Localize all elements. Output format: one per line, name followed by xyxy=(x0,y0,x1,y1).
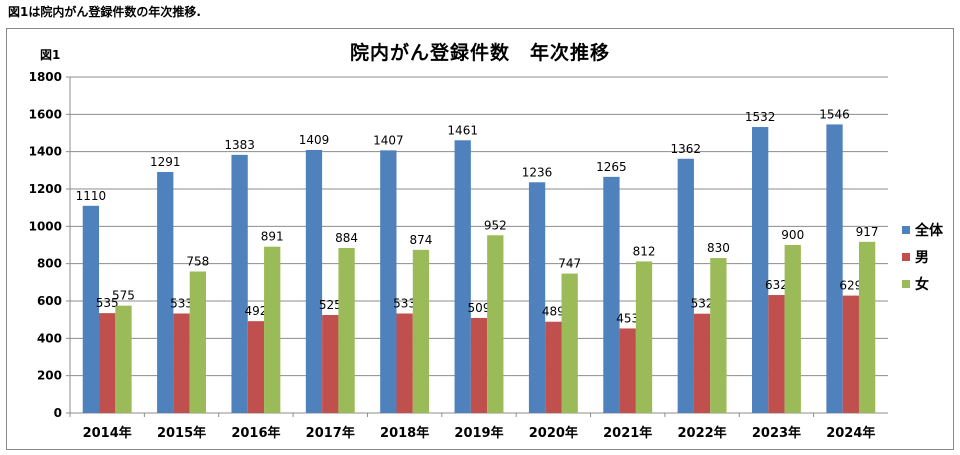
data-label: 1409 xyxy=(299,133,330,147)
data-label: 1110 xyxy=(76,189,107,203)
data-label: 1546 xyxy=(819,107,850,121)
bar-女 xyxy=(858,241,876,413)
y-tick-label: 1400 xyxy=(29,145,62,159)
bar-男 xyxy=(619,328,636,413)
x-tick-label: 2015年 xyxy=(157,425,206,441)
bar-女 xyxy=(115,305,132,413)
data-label: 533 xyxy=(393,297,416,311)
x-tick-label: 2022年 xyxy=(677,425,726,441)
y-tick-label: 1600 xyxy=(29,107,62,121)
bar-男 xyxy=(396,313,413,413)
data-label: 952 xyxy=(484,218,507,232)
bar-男 xyxy=(322,315,339,413)
bar-女 xyxy=(412,249,430,413)
x-tick-label: 2018年 xyxy=(380,425,429,441)
y-tick-label: 200 xyxy=(37,369,62,383)
bar-全体 xyxy=(454,140,471,413)
legend-swatch-女 xyxy=(902,280,910,288)
data-label: 1362 xyxy=(671,142,702,156)
y-tick-label: 1000 xyxy=(29,219,62,233)
data-label: 632 xyxy=(765,278,788,292)
data-label: 525 xyxy=(319,298,342,312)
data-label: 533 xyxy=(170,297,193,311)
bar-男 xyxy=(470,317,488,413)
bar-男 xyxy=(768,295,785,413)
bar-女 xyxy=(487,235,504,413)
bar-男 xyxy=(693,313,711,413)
data-label: 1291 xyxy=(150,155,181,169)
data-label: 532 xyxy=(691,297,714,311)
figure-caption: 図1は院内がん登録件数の年次推移. xyxy=(8,5,201,19)
legend-swatch-男 xyxy=(902,253,910,261)
bar-全体 xyxy=(677,158,694,413)
data-label: 891 xyxy=(261,230,284,244)
data-label: 917 xyxy=(856,225,879,239)
data-label: 884 xyxy=(335,231,358,245)
legend-swatch-全体 xyxy=(902,226,910,234)
bar-全体 xyxy=(305,149,323,413)
y-tick-label: 400 xyxy=(37,331,62,345)
x-tick-label: 2023年 xyxy=(752,425,801,441)
bar-全体 xyxy=(157,172,174,413)
x-tick-label: 2020年 xyxy=(529,425,578,441)
data-label: 1265 xyxy=(596,160,627,174)
x-tick-label: 2021年 xyxy=(603,425,652,441)
bar-女 xyxy=(264,246,281,413)
x-tick-label: 2016年 xyxy=(231,425,280,441)
data-label: 1461 xyxy=(447,123,478,137)
y-tick-label: 600 xyxy=(37,294,62,308)
bar-男 xyxy=(842,295,859,413)
y-tick-label: 1200 xyxy=(29,182,62,196)
legend-label: 全体 xyxy=(914,222,944,239)
bar-女 xyxy=(635,261,653,413)
data-label: 1236 xyxy=(522,165,553,179)
data-label: 535 xyxy=(96,296,119,310)
bar-全体 xyxy=(603,176,620,413)
bar-男 xyxy=(247,321,265,413)
bar-女 xyxy=(784,245,801,413)
legend-label: 男 xyxy=(915,250,929,266)
x-tick-label: 2014年 xyxy=(83,425,132,441)
data-label: 758 xyxy=(186,255,209,269)
x-tick-label: 2019年 xyxy=(454,425,503,441)
data-label: 900 xyxy=(781,228,804,242)
data-label: 629 xyxy=(839,279,862,293)
data-label: 874 xyxy=(409,233,432,247)
y-tick-label: 800 xyxy=(37,257,62,271)
bar-女 xyxy=(338,247,355,413)
bar-男 xyxy=(173,313,190,413)
data-label: 453 xyxy=(616,311,639,325)
data-label: 575 xyxy=(112,289,135,303)
y-tick-label: 0 xyxy=(54,406,62,420)
x-tick-label: 2024年 xyxy=(826,425,875,441)
bar-全体 xyxy=(528,182,546,413)
chart-title: 院内がん登録件数 年次推移 xyxy=(349,42,610,64)
data-label: 812 xyxy=(633,244,656,258)
data-label: 747 xyxy=(558,257,581,271)
data-label: 1407 xyxy=(373,133,404,147)
data-label: 1383 xyxy=(224,138,255,152)
data-label: 492 xyxy=(244,304,267,318)
bar-全体 xyxy=(380,150,397,414)
bar-全体 xyxy=(826,124,843,413)
bar-男 xyxy=(545,321,562,413)
bar-女 xyxy=(561,273,578,413)
bar-女 xyxy=(189,271,206,413)
bar-全体 xyxy=(231,154,248,413)
figure-label: 図1 xyxy=(40,48,61,62)
y-tick-label: 1800 xyxy=(29,70,62,84)
data-label: 489 xyxy=(542,305,565,319)
data-label: 509 xyxy=(468,301,491,315)
x-tick-label: 2017年 xyxy=(306,425,355,441)
bar-全体 xyxy=(82,205,100,413)
bar-全体 xyxy=(752,127,769,413)
bar-男 xyxy=(99,313,116,413)
bar-女 xyxy=(710,258,727,413)
data-label: 830 xyxy=(707,241,730,255)
legend-label: 女 xyxy=(915,276,929,293)
data-label: 1532 xyxy=(745,110,776,124)
